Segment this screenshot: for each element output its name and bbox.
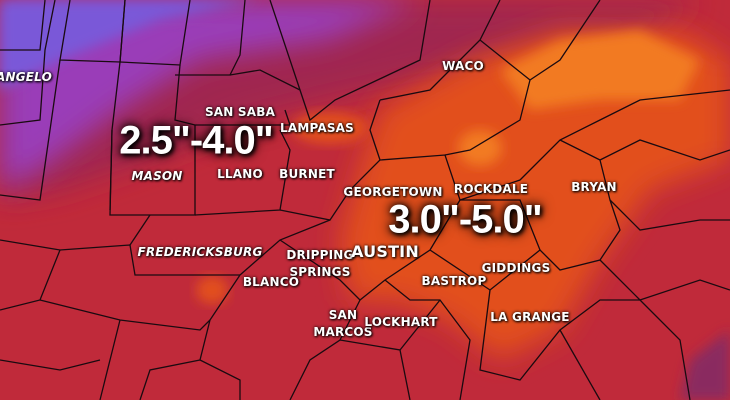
rainfall-total-west: 2.5"-4.0" [119,118,273,163]
place-label-blanco: BLANCO [242,275,300,289]
place-label-llano: LLANO [217,167,263,181]
place-label-san-saba: SAN SABA [204,105,276,119]
place-label-bastrop: BASTROP [421,274,487,288]
place-label-bryan: BRYAN [571,180,617,194]
place-label-dripping-springs-line2: SPRINGS [289,265,351,279]
place-label-dripping-springs-line1: DRIPPING [286,248,354,262]
place-label-fredericksburg: FREDERICKSBURG [137,245,263,259]
place-label-mason: MASON [131,169,183,183]
place-label-austin: AUSTIN [351,242,419,261]
place-label-san-marcos-line2: MARCOS [313,325,373,339]
place-label-waco: WACO [442,59,484,73]
place-label-lampasas: LAMPASAS [279,121,355,135]
place-label-la-grange: LA GRANGE [490,310,570,324]
place-label-san-marcos-line1: SAN [328,308,358,322]
place-label-giddings: GIDDINGS [481,261,551,275]
place-label-lockhart: LOCKHART [364,315,438,329]
place-label-georgetown: GEORGETOWN [343,185,443,199]
rainfall-total-east: 3.0"-5.0" [388,197,542,242]
place-label-san-angelo: ANGELO [0,70,52,84]
place-label-burnet: BURNET [279,167,335,181]
place-label-rockdale: ROCKDALE [453,182,529,196]
